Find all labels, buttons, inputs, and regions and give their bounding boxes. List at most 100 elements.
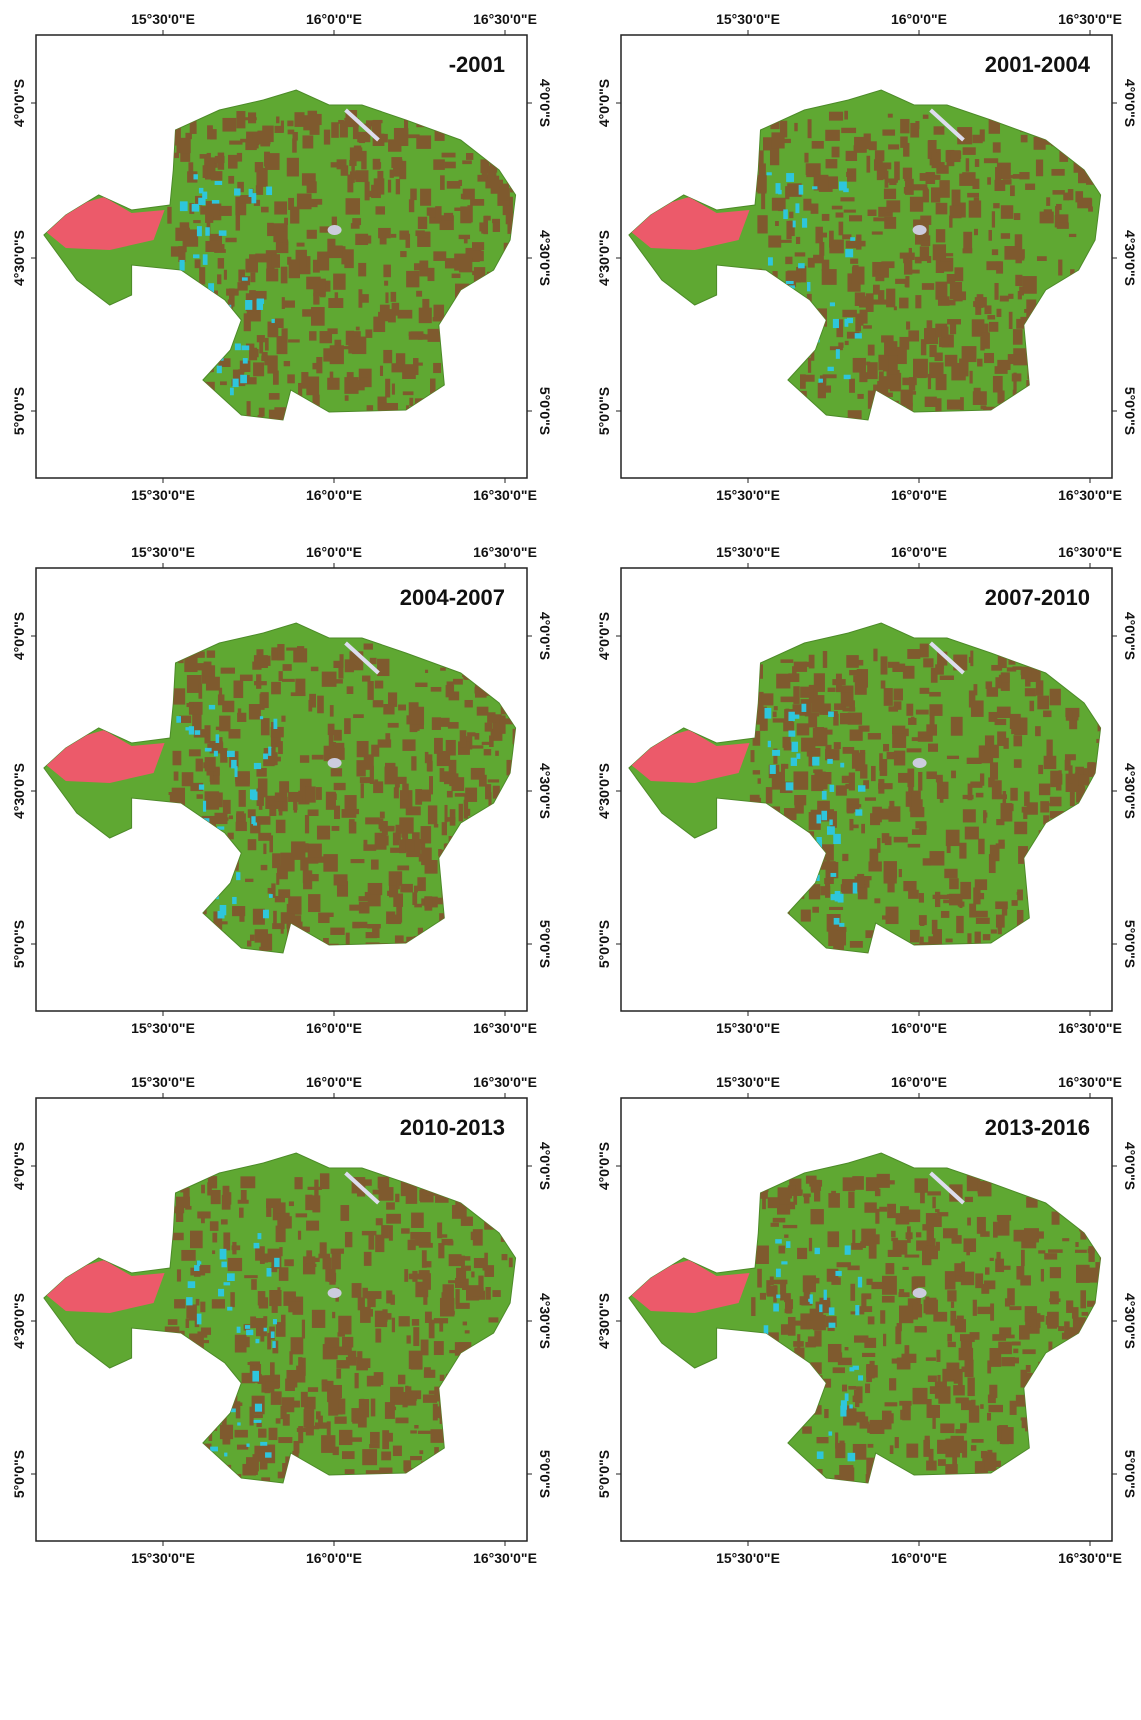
cleared-patch [274, 375, 277, 382]
cleared-patch [860, 1241, 866, 1248]
top-label: 16°30'0"E [1058, 11, 1122, 27]
cleared-patch [773, 712, 777, 718]
top-label: 15°30'0"E [716, 11, 780, 27]
cleared-patch [1004, 1266, 1011, 1270]
cleared-patch [887, 879, 894, 892]
cleared-patch [882, 1296, 895, 1303]
cleared-patch [394, 787, 399, 798]
cleared-patch [936, 1350, 940, 1362]
cleared-patch [947, 319, 961, 324]
cleared-patch [1021, 929, 1027, 940]
cleared-patch [223, 1410, 227, 1415]
cleared-patch [353, 126, 359, 140]
cleared-patch [772, 812, 780, 821]
cleared-patch [435, 124, 445, 141]
cleared-patch [377, 171, 383, 179]
cleared-patch [819, 233, 827, 238]
cleared-patch [840, 713, 850, 724]
cleared-patch [519, 1376, 524, 1383]
top-label: 16°30'0"E [1058, 1074, 1122, 1090]
cleared-patch [775, 1361, 782, 1370]
cleared-patch [1059, 127, 1062, 133]
cleared-patch [352, 218, 361, 225]
cleared-patch [1048, 1342, 1052, 1351]
water-patch [829, 1308, 834, 1313]
cleared-patch [1026, 1365, 1031, 1372]
cleared-patch [875, 1189, 880, 1196]
cleared-patch [342, 809, 357, 818]
cleared-patch [1000, 1468, 1010, 1484]
cleared-patch [1016, 1266, 1024, 1280]
cleared-patch [454, 1369, 459, 1385]
water-patch [254, 1243, 260, 1249]
left-label: 4°0'0"S [596, 79, 612, 127]
bottom-label: 16°0'0"E [891, 1020, 947, 1036]
cleared-patch [247, 941, 251, 947]
cleared-patch [477, 1380, 488, 1393]
cleared-patch [471, 892, 485, 900]
cleared-patch [810, 1362, 821, 1374]
cleared-patch [302, 1320, 305, 1339]
cleared-patch [235, 1335, 247, 1353]
cleared-patch [448, 356, 458, 373]
cleared-patch [1102, 735, 1110, 747]
cleared-patch [249, 348, 257, 361]
cleared-patch [410, 1430, 417, 1433]
cleared-patch [179, 1396, 189, 1403]
cleared-patch [768, 1466, 779, 1478]
cleared-patch [929, 362, 943, 378]
cleared-patch [414, 904, 422, 908]
cleared-patch [459, 235, 470, 239]
cleared-patch [789, 405, 799, 412]
cleared-patch [333, 274, 345, 290]
cleared-patch [404, 1399, 417, 1406]
cleared-patch [518, 1373, 527, 1387]
cleared-patch [807, 418, 813, 426]
cleared-patch [269, 393, 280, 400]
cleared-patch [380, 134, 388, 143]
cleared-patch [1008, 950, 1020, 963]
cleared-patch [811, 204, 819, 214]
cleared-patch [511, 152, 521, 164]
cleared-patch [963, 1238, 976, 1252]
water-patch [234, 188, 240, 195]
cleared-patch [1108, 1442, 1121, 1460]
cleared-patch [309, 331, 316, 340]
cleared-patch [1108, 745, 1120, 757]
cleared-patch [1041, 1184, 1052, 1200]
cleared-patch [1090, 931, 1099, 937]
cleared-patch [297, 1428, 307, 1432]
cleared-patch [505, 255, 516, 259]
cleared-patch [1107, 766, 1115, 776]
cleared-patch [228, 1388, 233, 1407]
cleared-patch [474, 1178, 483, 1191]
cleared-patch [922, 1481, 929, 1485]
cleared-patch [466, 153, 473, 160]
cleared-patch [375, 1235, 384, 1252]
cleared-patch [939, 180, 949, 198]
cleared-patch [187, 703, 194, 707]
cleared-patch [509, 1258, 513, 1268]
cleared-patch [955, 1429, 966, 1433]
cleared-patch [1097, 380, 1103, 392]
cleared-patch [288, 198, 294, 210]
cleared-patch [494, 845, 497, 863]
cleared-patch [465, 700, 473, 707]
cleared-patch [524, 1261, 535, 1277]
water-patch [816, 837, 821, 842]
cleared-patch [509, 879, 518, 886]
cleared-patch [855, 241, 866, 247]
cleared-patch [1018, 407, 1026, 419]
water-patch [795, 203, 799, 213]
cleared-patch [1057, 336, 1067, 345]
cleared-patch [367, 681, 373, 700]
cleared-patch [522, 1215, 530, 1222]
cleared-patch [912, 270, 920, 274]
cleared-patch [960, 1334, 970, 1341]
water-patch [183, 891, 189, 898]
cleared-patch [829, 112, 843, 121]
cleared-patch [190, 124, 197, 133]
cleared-patch [398, 1375, 405, 1385]
cleared-patch [960, 882, 971, 899]
right-label: 4°0'0"S [1122, 1142, 1138, 1190]
